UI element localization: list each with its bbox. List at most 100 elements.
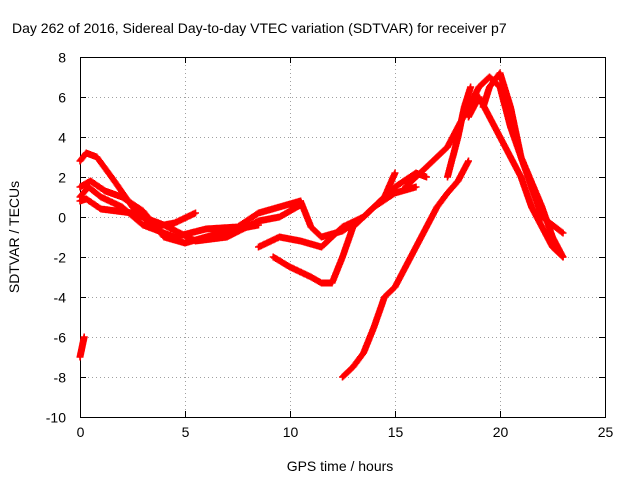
data-point [509,105,512,109]
x-tick-label: 10 [283,424,299,440]
data-point [257,219,260,223]
x-tick-label: 5 [182,424,190,440]
data-point [551,245,554,249]
data-point [341,255,344,259]
data-point [372,205,376,209]
data-point [320,281,323,285]
x-tick-label: 20 [493,424,509,440]
data-point [456,179,460,183]
data-point [498,135,502,139]
data-point [141,223,145,227]
data-point [425,225,428,229]
data-point [95,155,99,159]
data-point [469,85,472,89]
y-tick-label: 8 [58,50,66,66]
data-point [141,209,145,213]
data-point [204,227,208,231]
y-tick-label: 0 [58,210,66,226]
data-point [288,265,292,269]
series-track-h [269,169,430,287]
series-markers [479,69,567,237]
data-point [540,215,544,219]
series-track-d [76,195,304,245]
data-point [236,225,239,229]
data-point [272,255,275,259]
data-point [509,155,512,159]
data-point [414,245,418,249]
data-point [435,155,439,159]
data-point [320,245,323,249]
data-point [393,171,397,175]
data-point [488,115,491,119]
data-point [278,235,281,239]
data-point [425,175,428,179]
data-point [435,205,439,209]
data-point [80,345,84,349]
data-point [351,365,355,369]
x-axis: 0 5 10 15 20 25 [77,57,613,440]
data-series [76,69,567,381]
data-point [393,185,397,189]
data-point [299,239,302,243]
y-tick-label: -10 [46,410,66,426]
data-point [257,245,260,249]
data-point [278,215,281,219]
data-point [372,325,376,329]
data-point [425,165,428,169]
y-axis: -10 -8 -6 -4 -2 0 2 4 6 8 [46,50,605,426]
data-point [551,235,554,239]
x-axis-label: GPS time / hours [287,458,394,474]
data-point [467,115,470,119]
data-point [341,229,344,233]
data-point [393,285,397,289]
x-tick-label: 0 [77,424,85,440]
y-tick-label: -4 [54,290,67,306]
series-track-m [465,93,567,261]
chart-title: Day 262 of 2016, Sidereal Day-to-day VTE… [12,20,507,36]
data-point [162,223,166,227]
data-point [83,335,86,339]
data-point [488,85,491,89]
data-point [89,179,92,183]
y-tick-label: -6 [54,330,67,346]
data-point [477,95,481,99]
data-point [99,195,103,199]
x-tick-label: 15 [388,424,404,440]
series-track-g [297,183,420,241]
data-point [362,351,365,355]
plot-frame [80,57,606,418]
data-point [414,185,418,189]
data-point [404,265,407,269]
series-markers [444,83,475,181]
grid [80,57,605,417]
data-point [446,191,449,195]
data-point [404,185,407,189]
data-point [85,151,88,155]
data-point [330,281,334,285]
data-point [467,159,470,163]
data-point [341,375,344,379]
data-point [519,155,523,159]
data-point [498,71,502,75]
data-point [183,241,187,245]
series-track-l [479,69,567,237]
y-axis-label: SDTVAR / TECUs [6,181,22,293]
data-point [463,105,466,109]
y-tick-label: -8 [54,370,67,386]
data-point [194,211,197,215]
data-point [225,235,229,239]
series-track-k [444,83,475,181]
data-point [110,175,113,179]
data-point [78,185,82,189]
data-point [351,225,355,229]
data-point [561,231,565,235]
y-tick-label: 4 [58,130,66,146]
data-point [78,355,82,359]
y-tick-label: 2 [58,170,66,186]
y-tick-label: -2 [54,250,67,266]
data-point [540,225,544,229]
y-tick-label: 6 [58,90,66,106]
data-point [477,85,481,89]
data-point [85,197,88,201]
